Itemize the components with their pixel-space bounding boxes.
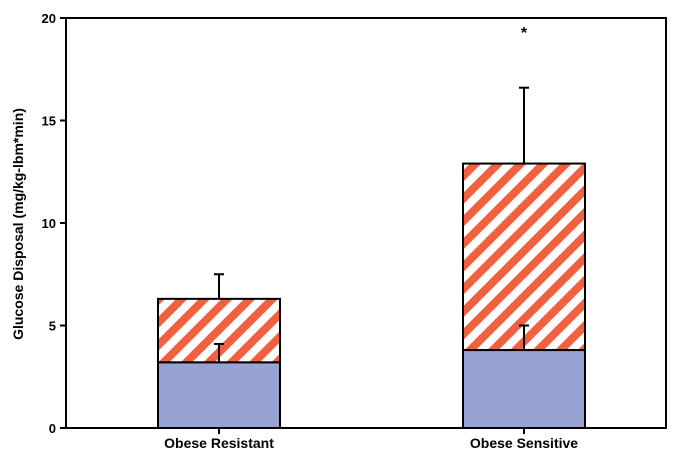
category-label: Obese Sensitive xyxy=(470,435,578,451)
y-tick-label: 15 xyxy=(42,114,56,129)
y-tick-label: 10 xyxy=(42,216,56,231)
y-axis-title: Glucose Disposal (mg/kg-lbm*min) xyxy=(10,108,26,340)
category-label: Obese Resistant xyxy=(164,435,274,451)
significance-marker: * xyxy=(521,25,528,42)
bar-segment-base xyxy=(157,361,281,429)
bar-segment-hatched xyxy=(462,162,586,352)
bar-segment-base xyxy=(462,349,586,430)
y-tick-label: 20 xyxy=(42,11,56,26)
y-tick-label: 5 xyxy=(49,319,56,334)
y-tick-label: 0 xyxy=(49,421,56,436)
